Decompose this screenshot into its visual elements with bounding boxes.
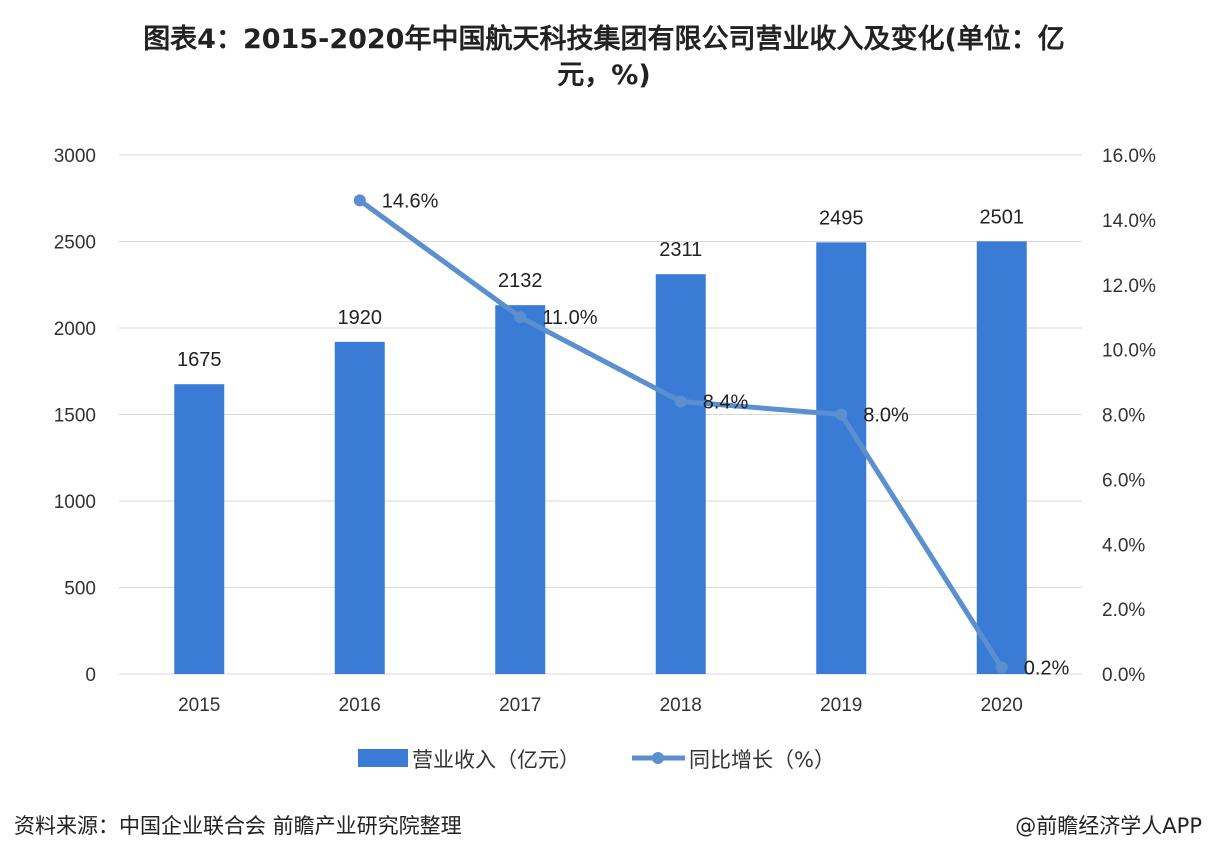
right-axis-tick-label: 8.0% [1102, 406, 1145, 427]
x-axis-tick-label: 2018 [660, 695, 702, 716]
left-axis-tick-label: 500 [64, 579, 96, 600]
line-data-label: 0.2% [1024, 658, 1070, 680]
bar [174, 384, 225, 674]
left-axis-tick-label: 3000 [54, 146, 96, 167]
x-axis-tick-label: 2019 [820, 695, 862, 716]
line-point [674, 395, 687, 408]
bar [976, 241, 1027, 674]
source-note: 资料来源：中国企业联合会 前瞻产业研究院整理 [14, 814, 462, 838]
right-axis-tick-label: 6.0% [1102, 470, 1145, 491]
line-point [353, 194, 366, 207]
left-axis-tick-label: 1500 [54, 406, 96, 427]
legend-bar-label: 营业收入（亿元） [412, 748, 580, 772]
x-axis-tick-label: 2016 [339, 695, 381, 716]
right-axis-tick-label: 2.0% [1102, 600, 1145, 621]
line-data-label: 11.0% [542, 307, 597, 329]
chart-title: 图表4：2015-2020年中国航天科技集团有限公司营业收入及变化(单位：亿 元… [0, 22, 1208, 94]
left-axis-tick-label: 1000 [54, 492, 96, 513]
line-data-label: 8.4% [703, 392, 749, 414]
line-data-label: 14.6% [382, 190, 439, 212]
x-axis-tick-label: 2020 [981, 695, 1023, 716]
bar-data-label: 1920 [338, 307, 383, 329]
legend-line-label: 同比增长（%） [689, 748, 835, 772]
brand-credit: @前瞻经济学人APP [1015, 814, 1202, 838]
line-point [995, 661, 1008, 674]
right-axis-tick-label: 12.0% [1102, 276, 1156, 297]
right-axis-tick-label: 10.0% [1102, 341, 1156, 362]
line-data-label: 8.0% [863, 405, 909, 427]
line-point [514, 311, 527, 324]
bar [816, 242, 867, 675]
legend-line-marker [652, 752, 664, 764]
right-axis-tick-label: 4.0% [1102, 535, 1145, 556]
bar-data-label: 2311 [659, 239, 702, 261]
left-axis-tick-label: 2500 [54, 233, 96, 254]
bar-data-label: 2495 [819, 207, 864, 229]
legend-bar-swatch [358, 749, 408, 767]
left-axis-tick-label: 0 [85, 665, 96, 686]
bar [495, 305, 546, 674]
bar-data-label: 1675 [177, 349, 222, 371]
right-axis-tick-label: 0.0% [1102, 665, 1145, 686]
x-axis-tick-label: 2015 [178, 695, 220, 716]
title-line-1: 图表4：2015-2020年中国航天科技集团有限公司营业收入及变化(单位：亿 [143, 24, 1065, 55]
line-point [835, 408, 848, 421]
bar-data-label: 2501 [980, 206, 1025, 228]
bar [655, 274, 706, 674]
left-axis-tick-label: 2000 [54, 319, 96, 340]
right-axis-tick-label: 14.0% [1102, 211, 1156, 232]
title-line-2: 元，%) [557, 60, 651, 91]
x-axis-tick-label: 2017 [499, 695, 541, 716]
bar-data-label: 2132 [498, 270, 543, 292]
bar [334, 341, 385, 674]
right-axis-tick-label: 16.0% [1102, 146, 1156, 167]
